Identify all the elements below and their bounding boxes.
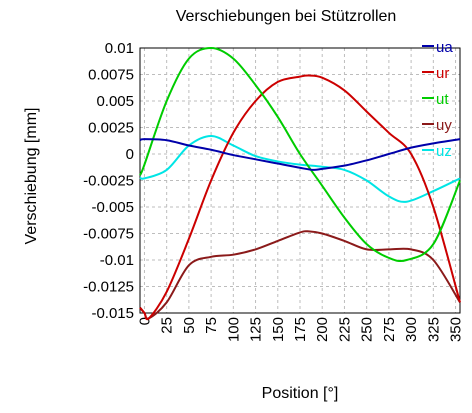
x-tick-label: 225 [336, 317, 353, 342]
grid [140, 47, 460, 314]
legend-label-uz: uz [436, 143, 452, 160]
series-line-uz [139, 134, 461, 203]
series-lines [139, 47, 461, 321]
y-tick-label: 0 [126, 146, 134, 163]
legend: ua ur ut uy uz [422, 39, 453, 160]
y-tick-label: -0.015 [91, 305, 134, 322]
x-tick-label: 50 [181, 317, 198, 334]
y-tick-label: -0.0075 [83, 226, 134, 243]
y-tick-label: 0.0075 [88, 67, 134, 84]
y-tick-label: -0.01 [100, 252, 134, 269]
x-tick-label: 275 [381, 317, 398, 342]
x-tick-label: 350 [448, 317, 465, 342]
legend-label-ua: ua [436, 39, 453, 56]
x-tick-label: 100 [225, 317, 242, 342]
y-tick-label: -0.005 [91, 199, 134, 216]
legend-label-ur: ur [436, 65, 449, 82]
x-tick-label: 200 [314, 317, 331, 342]
x-tick-label: 300 [403, 317, 420, 342]
x-tick-label: 75 [203, 317, 220, 334]
x-tick-label: 25 [159, 317, 176, 334]
x-tick-label: 175 [292, 317, 309, 342]
x-axis-label: Position [°] [262, 385, 339, 402]
y-tick-label: -0.0125 [83, 279, 134, 296]
legend-label-ut: ut [436, 91, 449, 108]
x-tick-label: 325 [425, 317, 442, 342]
y-axis: 0.01 0.0075 0.005 0.0025 0 -0.0025 -0.005 -0.00… [83, 40, 134, 322]
y-tick-label: -0.0025 [83, 173, 134, 190]
series-line-uy [139, 230, 461, 320]
series-line-ur [139, 74, 461, 321]
x-axis: 0 25 50 75 100 125 150 175 200 225 250 275 300 325 350 [136, 317, 464, 342]
x-tick-label: 150 [270, 317, 287, 342]
y-axis-label: Verschiebung [mm] [23, 108, 40, 245]
y-tick-label: 0.005 [96, 93, 134, 110]
series-line-ua [139, 138, 461, 171]
x-tick-label: 250 [359, 317, 376, 342]
y-tick-label: 0.0025 [88, 120, 134, 137]
x-tick-label: 0 [136, 317, 153, 325]
chart-title: Verschiebungen bei Stützrollen [176, 8, 397, 25]
x-tick-label: 125 [248, 317, 265, 342]
y-tick-label: 0.01 [105, 40, 134, 57]
series-line-ut [139, 47, 461, 263]
legend-label-uy: uy [436, 117, 452, 134]
